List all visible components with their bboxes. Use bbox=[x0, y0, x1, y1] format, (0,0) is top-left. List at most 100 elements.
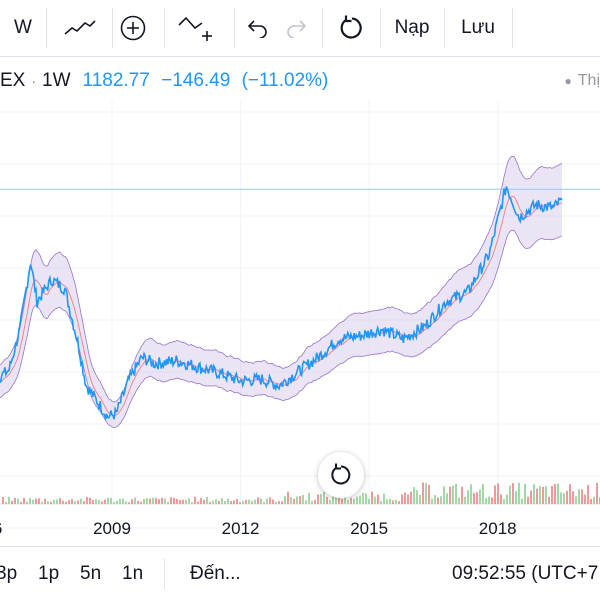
volume-bar bbox=[278, 501, 280, 504]
save-button[interactable]: Lưu bbox=[452, 0, 504, 56]
volume-bar bbox=[257, 497, 259, 504]
volume-bar bbox=[245, 499, 247, 504]
toolbar-divider bbox=[164, 8, 165, 48]
volume-bar bbox=[539, 486, 541, 504]
volume-bar bbox=[422, 482, 424, 504]
volume-bar bbox=[521, 498, 523, 504]
replay-button[interactable] bbox=[334, 0, 370, 56]
volume-bar bbox=[467, 490, 469, 504]
range-button-3[interactable]: 1n bbox=[122, 563, 144, 584]
volume-bar bbox=[164, 498, 166, 504]
symbol-interval[interactable]: 1W bbox=[42, 70, 71, 91]
interval-button[interactable]: W bbox=[6, 0, 40, 56]
volume-bar bbox=[209, 501, 211, 504]
volume-bar bbox=[476, 492, 478, 504]
volume-bar bbox=[47, 501, 49, 504]
volume-bars bbox=[2, 482, 600, 504]
volume-bar bbox=[11, 500, 13, 504]
moving-average-path bbox=[0, 195, 563, 417]
volume-bar bbox=[62, 500, 64, 504]
volume-bar bbox=[506, 494, 508, 504]
add-compare-button[interactable] bbox=[116, 0, 150, 56]
volume-bar bbox=[338, 496, 340, 504]
range-button-0[interactable]: 3p bbox=[0, 563, 18, 584]
volume-bar bbox=[131, 499, 133, 504]
x-tick-label: 2012 bbox=[222, 519, 260, 538]
x-tick-label: 2006 bbox=[0, 519, 2, 538]
volume-bar bbox=[575, 496, 577, 504]
volume-bar bbox=[20, 501, 22, 504]
volume-bar bbox=[551, 485, 553, 504]
volume-bar bbox=[509, 485, 511, 504]
volume-bar bbox=[389, 498, 391, 504]
volume-bar bbox=[482, 483, 484, 504]
volume-bar bbox=[200, 497, 202, 504]
volume-bar bbox=[218, 500, 220, 504]
volume-bar bbox=[470, 484, 472, 504]
reset-icon bbox=[331, 463, 351, 485]
undo-button[interactable] bbox=[240, 0, 274, 56]
save-label: Lưu bbox=[461, 17, 495, 38]
x-axis-ticks: 2006 2009 2012 2015 2018 bbox=[0, 519, 517, 538]
reset-chart-button[interactable] bbox=[318, 452, 364, 498]
volume-bar bbox=[38, 498, 40, 504]
volume-bar bbox=[26, 501, 28, 504]
volume-bar bbox=[287, 491, 289, 504]
volume-bar bbox=[167, 501, 169, 504]
volume-bar bbox=[563, 493, 565, 504]
moving-average-line bbox=[0, 195, 563, 417]
redo-button[interactable] bbox=[280, 0, 314, 56]
volume-bar bbox=[317, 494, 319, 504]
volume-bar bbox=[593, 496, 595, 504]
alert-button[interactable] bbox=[172, 0, 222, 56]
volume-bar bbox=[419, 494, 421, 504]
volume-bar bbox=[449, 486, 451, 504]
volume-bar bbox=[227, 498, 229, 504]
volume-bar bbox=[362, 492, 364, 504]
undo-icon bbox=[247, 20, 267, 38]
volume-bar bbox=[206, 497, 208, 504]
volume-bar bbox=[386, 499, 388, 504]
volume-bar bbox=[305, 500, 307, 504]
indicators-button[interactable] bbox=[52, 0, 108, 56]
time-zone-clock[interactable]: 09:52:55 (UTC+7 bbox=[452, 563, 599, 584]
volume-bar bbox=[83, 501, 85, 504]
refresh-button[interactable]: Nạp bbox=[386, 0, 438, 56]
status-dot-icon: ● bbox=[564, 74, 572, 88]
volume-bar bbox=[335, 497, 337, 504]
volume-bar bbox=[107, 497, 109, 504]
toolbar-divider bbox=[444, 8, 445, 48]
volume-bar bbox=[143, 498, 145, 504]
range-button-2[interactable]: 5n bbox=[80, 563, 102, 584]
volume-bar bbox=[572, 491, 574, 504]
volume-bar bbox=[383, 493, 385, 504]
volume-bar bbox=[23, 497, 25, 504]
volume-bar bbox=[125, 501, 127, 504]
toolbar-divider bbox=[512, 8, 513, 48]
volume-bar bbox=[413, 487, 415, 504]
volume-bar bbox=[230, 501, 232, 504]
x-tick-label: 2009 bbox=[93, 519, 131, 538]
range-button-1[interactable]: 1p bbox=[38, 563, 60, 584]
volume-bar bbox=[116, 500, 118, 504]
symbol-name[interactable]: EX bbox=[0, 70, 26, 91]
volume-bar bbox=[101, 501, 103, 504]
volume-bar bbox=[440, 496, 442, 504]
volume-bar bbox=[149, 498, 151, 504]
volume-bar bbox=[392, 500, 394, 504]
volume-bar bbox=[581, 489, 583, 504]
volume-bar bbox=[497, 483, 499, 504]
price-change-percent: (−11.02%) bbox=[241, 70, 329, 91]
indicators-icon bbox=[64, 20, 96, 35]
volume-bar bbox=[431, 498, 433, 504]
volume-bar bbox=[590, 498, 592, 504]
volume-bar bbox=[113, 501, 115, 504]
volume-bar bbox=[326, 496, 328, 504]
volume-bar bbox=[596, 482, 598, 504]
volume-bar bbox=[569, 484, 571, 504]
volume-bar bbox=[197, 501, 199, 504]
goto-date-button[interactable]: Đến... bbox=[190, 563, 241, 584]
price-chart[interactable]: 2006 2009 2012 2015 2018 bbox=[0, 100, 600, 546]
volume-bar bbox=[329, 500, 331, 504]
volume-bar bbox=[269, 497, 271, 504]
